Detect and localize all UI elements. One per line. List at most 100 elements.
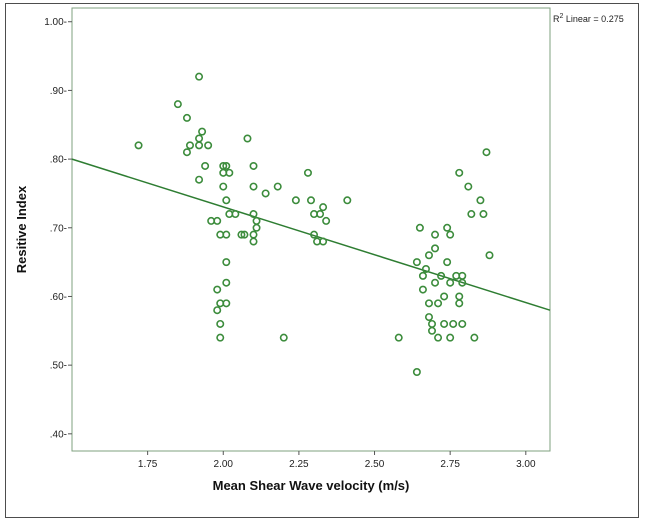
data-point	[458, 271, 467, 280]
data-point	[249, 161, 258, 170]
data-point	[185, 141, 194, 150]
data-point	[443, 258, 452, 267]
data-point	[449, 319, 458, 328]
x-tick-label: 2.50	[365, 459, 385, 470]
data-point	[261, 189, 270, 198]
data-point	[198, 127, 207, 136]
chart-frame: .40- .50- .60- .70- .80- .90- 1.00- 1.75 2.00 2.…	[5, 3, 639, 518]
y-tick-label: .60-	[50, 292, 67, 303]
data-point	[485, 251, 494, 260]
data-point	[201, 161, 210, 170]
data-point	[222, 258, 231, 267]
data-point	[424, 299, 433, 308]
data-point	[464, 182, 473, 191]
data-point	[231, 210, 240, 219]
data-point	[279, 333, 288, 342]
y-axis-title: Resitive Index	[14, 185, 29, 273]
data-point	[418, 285, 427, 294]
y-tick-label: 1.00-	[44, 17, 67, 28]
data-point	[216, 319, 225, 328]
data-point	[446, 230, 455, 239]
data-point	[437, 271, 446, 280]
data-point	[319, 237, 328, 246]
data-point	[195, 175, 204, 184]
data-point	[421, 264, 430, 273]
data-point	[134, 141, 143, 150]
data-point	[173, 100, 182, 109]
data-point	[412, 258, 421, 267]
data-point	[222, 161, 231, 170]
data-point	[195, 141, 204, 150]
data-point	[249, 182, 258, 191]
data-point	[219, 182, 228, 191]
y-tick-label: .50-	[50, 361, 67, 372]
data-point	[195, 72, 204, 81]
data-point	[306, 196, 315, 205]
data-point	[415, 223, 424, 232]
data-point	[213, 285, 222, 294]
data-point	[470, 333, 479, 342]
data-point	[424, 251, 433, 260]
data-point	[482, 148, 491, 157]
data-point	[458, 319, 467, 328]
r2-label: R2 Linear = 0.275	[553, 13, 624, 24]
data-point	[431, 230, 440, 239]
data-point	[434, 299, 443, 308]
data-point	[249, 210, 258, 219]
x-tick-label: 1.75	[138, 459, 158, 470]
data-point	[240, 230, 249, 239]
data-point	[319, 203, 328, 212]
data-point	[213, 306, 222, 315]
data-point	[418, 271, 427, 280]
data-point	[216, 333, 225, 342]
data-point	[316, 210, 325, 219]
data-point	[182, 113, 191, 122]
y-tick-label: .70-	[50, 223, 67, 234]
x-tick-label: 2.75	[440, 459, 460, 470]
data-point	[424, 313, 433, 322]
x-tick-label: 2.00	[214, 459, 234, 470]
data-point	[479, 210, 488, 219]
data-point	[343, 196, 352, 205]
plot-area	[71, 7, 551, 452]
data-point	[204, 141, 213, 150]
data-point	[440, 292, 449, 301]
x-axis-title: Mean Shear Wave velocity (m/s)	[213, 478, 410, 493]
scatter-chart: .40- .50- .60- .70- .80- .90- 1.00- 1.75 2.00 2.…	[14, 7, 624, 493]
data-points	[134, 72, 494, 377]
data-point	[431, 278, 440, 287]
data-point	[273, 182, 282, 191]
data-point	[394, 333, 403, 342]
data-point	[225, 168, 234, 177]
data-point	[252, 223, 261, 232]
y-tick-label: .90-	[50, 86, 67, 97]
data-point	[428, 326, 437, 335]
data-point	[222, 299, 231, 308]
data-point	[237, 230, 246, 239]
data-point	[446, 333, 455, 342]
data-point	[434, 333, 443, 342]
data-point	[455, 292, 464, 301]
data-point	[222, 230, 231, 239]
x-tick-label: 2.25	[289, 459, 309, 470]
data-point	[476, 196, 485, 205]
data-point	[446, 278, 455, 287]
data-point	[182, 148, 191, 157]
data-point	[213, 216, 222, 225]
data-point	[249, 237, 258, 246]
data-point	[467, 210, 476, 219]
data-point	[222, 278, 231, 287]
data-point	[291, 196, 300, 205]
data-point	[310, 230, 319, 239]
y-axis: .40- .50- .60- .70- .80- .90- 1.00-	[44, 17, 72, 440]
data-point	[431, 244, 440, 253]
data-point	[412, 368, 421, 377]
data-point	[440, 319, 449, 328]
data-point	[455, 168, 464, 177]
x-tick-label: 3.00	[516, 459, 536, 470]
data-point	[243, 134, 252, 143]
data-point	[303, 168, 312, 177]
data-point	[322, 216, 331, 225]
data-point	[222, 196, 231, 205]
data-point	[443, 223, 452, 232]
